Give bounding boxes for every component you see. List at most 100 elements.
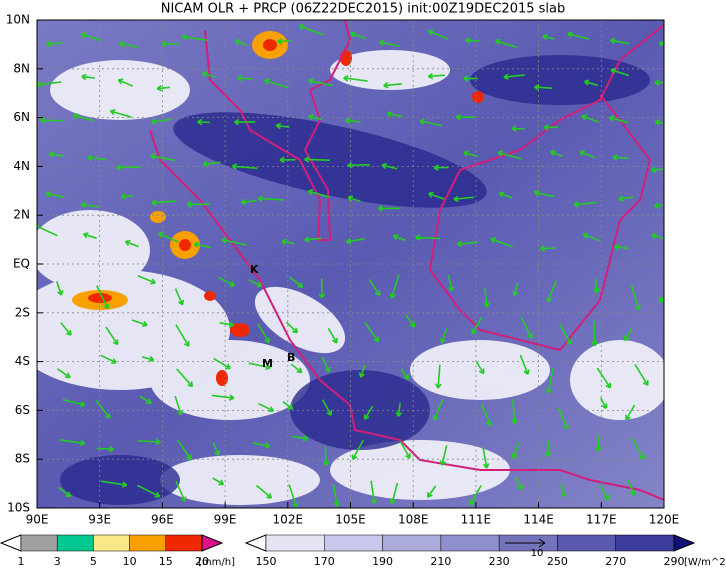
wind-arrow	[82, 232, 97, 240]
wind-arrow	[291, 435, 309, 442]
wind-arrow	[650, 166, 664, 174]
wind-arrow	[511, 441, 520, 459]
wind-arrow	[351, 440, 364, 461]
wind-arrow	[599, 397, 608, 410]
wind-arrow	[288, 484, 299, 508]
wind-arrow	[174, 288, 185, 306]
colorbar-label: 230	[489, 555, 510, 568]
vector-reference	[505, 538, 546, 548]
colorbar-end	[201, 534, 224, 552]
colorbar-label: 20	[195, 555, 209, 568]
wind-arrow	[157, 231, 179, 243]
wind-arrow	[573, 201, 597, 208]
wind-arrow	[141, 355, 155, 363]
map-area	[37, 20, 685, 508]
wind-arrow	[392, 234, 407, 242]
wind-arrow	[534, 84, 553, 91]
lon-label: 93E	[88, 513, 111, 527]
colorbar-swatch	[165, 534, 203, 552]
wind-arrow	[559, 324, 572, 345]
colorbar-label: 170	[314, 555, 335, 568]
unit-label: [mm/h]	[198, 557, 235, 568]
lat-label: 2S	[15, 305, 30, 319]
wind-arrow	[463, 75, 479, 82]
wind-arrow	[139, 395, 152, 405]
wind-arrow	[39, 117, 64, 124]
wind-arrow	[483, 288, 490, 308]
wind-arrow	[57, 486, 72, 498]
vector-label: 10	[531, 548, 544, 559]
wind-arrow	[511, 399, 518, 425]
wind-arrow	[156, 85, 171, 92]
grid	[37, 20, 664, 508]
wind-arrow	[234, 39, 248, 46]
wind-arrow	[304, 236, 322, 243]
wind-arrow	[675, 444, 685, 464]
lon-label: 105E	[335, 513, 366, 527]
wind-arrow	[512, 282, 519, 297]
wind-arrow	[248, 279, 263, 288]
colorbar-label: 270	[605, 555, 626, 568]
colorbar-swatch	[440, 534, 500, 552]
wind-arrow	[519, 354, 530, 375]
wind-arrow	[48, 151, 65, 158]
wind-arrow	[322, 446, 330, 467]
wind-arrow	[116, 164, 141, 171]
wind-arrow	[221, 237, 248, 246]
lat-label: 4S	[15, 354, 30, 368]
wind-arrow	[213, 357, 231, 370]
wind-arrow	[96, 445, 115, 453]
lon-label: 111E	[461, 513, 492, 527]
wind-arrow	[658, 41, 664, 48]
wind-arrow	[364, 322, 380, 343]
wind-arrow	[630, 284, 641, 311]
wind-arrow	[599, 485, 610, 501]
wind-arrow	[304, 156, 330, 163]
wind-arrow	[279, 156, 296, 164]
wind-arrow	[560, 482, 567, 498]
wind-arrow	[497, 150, 523, 160]
place-label: M	[262, 357, 273, 370]
wind-arrow	[263, 78, 289, 89]
wind-arrow	[618, 195, 634, 202]
wind-arrow	[433, 164, 449, 171]
wind-arrow	[668, 475, 676, 498]
colorbar-label: 15	[159, 555, 173, 568]
wind-arrow	[625, 404, 636, 421]
wind-arrow	[400, 368, 409, 380]
wind-arrow	[37, 81, 62, 88]
lon-label: 117E	[586, 513, 617, 527]
colorbar-end	[0, 534, 22, 552]
precip-cells	[72, 31, 484, 386]
wind-arrow	[96, 285, 110, 310]
colorbar-label: 210	[430, 555, 451, 568]
colorbar-swatch	[615, 534, 675, 552]
colorbar-label: 5	[90, 555, 97, 568]
wind-arrow	[610, 67, 630, 77]
wind-arrow	[80, 32, 102, 42]
wind-arrow	[81, 73, 96, 81]
wind-arrow	[151, 199, 177, 206]
wind-arrow	[131, 319, 148, 328]
colorbar-label: 190	[372, 555, 393, 568]
wind-arrow	[481, 403, 493, 427]
legends: 1 3 5 10 15 20[mm/h] 150 170 190 210 230 250 270 290[…	[0, 534, 726, 568]
wind-arrow	[490, 237, 513, 248]
wind-arrow	[623, 328, 633, 342]
wind-arrow	[256, 484, 273, 499]
colorbar-swatch	[265, 534, 325, 552]
title: NICAM OLR + PRCP (06Z22DEC2015) init:00Z…	[161, 2, 566, 17]
wind-arrow	[596, 367, 612, 389]
wind-arrow	[109, 108, 132, 118]
wind-arrow	[383, 82, 402, 89]
wind-arrow	[428, 191, 445, 200]
wind-arrow	[471, 316, 483, 335]
wind-arrow	[321, 356, 331, 373]
wind-arrow	[503, 73, 525, 80]
colorbar-swatch	[324, 534, 383, 552]
wind-arrow	[427, 29, 449, 40]
lon-label: 96E	[151, 513, 174, 527]
wind-arrow	[197, 118, 210, 126]
wind-arrow	[675, 367, 680, 390]
colorbar-swatch	[382, 534, 442, 552]
